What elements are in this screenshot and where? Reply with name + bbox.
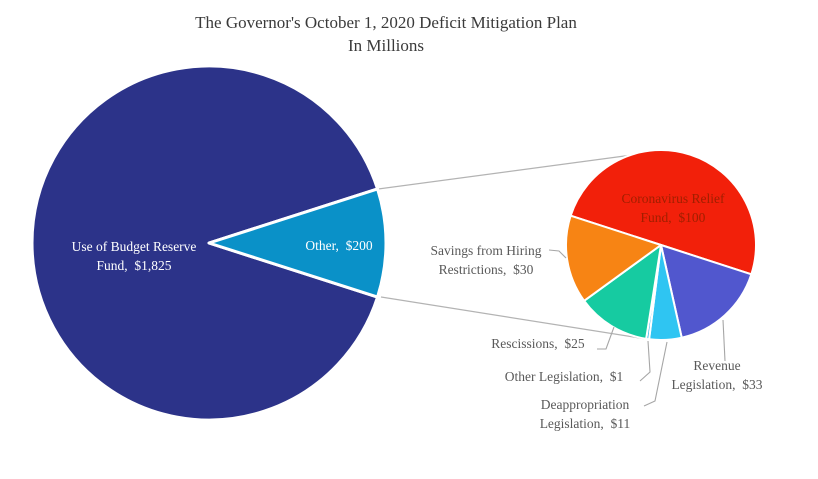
chart-subtitle: In Millions [347,36,425,55]
leader-rescissions [597,326,615,350]
connector-top [377,154,633,190]
leader-other-legislation [639,340,651,382]
label-leader-lines [548,249,726,407]
chart-header: The Governor's October 1, 2020 Deficit M… [0,11,772,57]
label-coronavirus-relief-fund: Coronavirus Relief Fund, $100 [621,191,725,225]
label-revenue-legislation: Revenue Legislation, $33 [671,358,763,392]
leader-savings [548,249,567,259]
connector-bottom [380,296,647,340]
chart-title: The Governor's October 1, 2020 Deficit M… [195,13,577,32]
label-savings-from-hiring-restrictions: Savings from Hiring Restrictions, $30 [430,243,542,277]
series-connector-lines [377,154,647,340]
leader-deappropriation [643,341,668,407]
label-deappropriation-legislation: Deappropriation Legislation, $11 [539,397,631,431]
slice-other [207,187,388,299]
label-other: Other, $200 [305,238,373,253]
label-rescissions: Rescissions, $25 [491,336,585,351]
slice-use-of-budget-reserve-fund [30,64,380,422]
slice-savings-from-hiring-restrictions [564,214,662,302]
main-pie [30,64,388,422]
slice-rescissions [583,244,662,340]
leader-revenue [722,319,726,362]
slice-revenue-legislation [660,244,753,339]
slice-coronavirus-relief-fund [569,149,757,276]
label-other-legislation: Other Legislation, $1 [504,369,624,384]
secondary-pie [564,149,757,341]
label-use-of-budget-reserve-fund: Use of Budget Reserve Fund, $1,825 [71,239,197,273]
